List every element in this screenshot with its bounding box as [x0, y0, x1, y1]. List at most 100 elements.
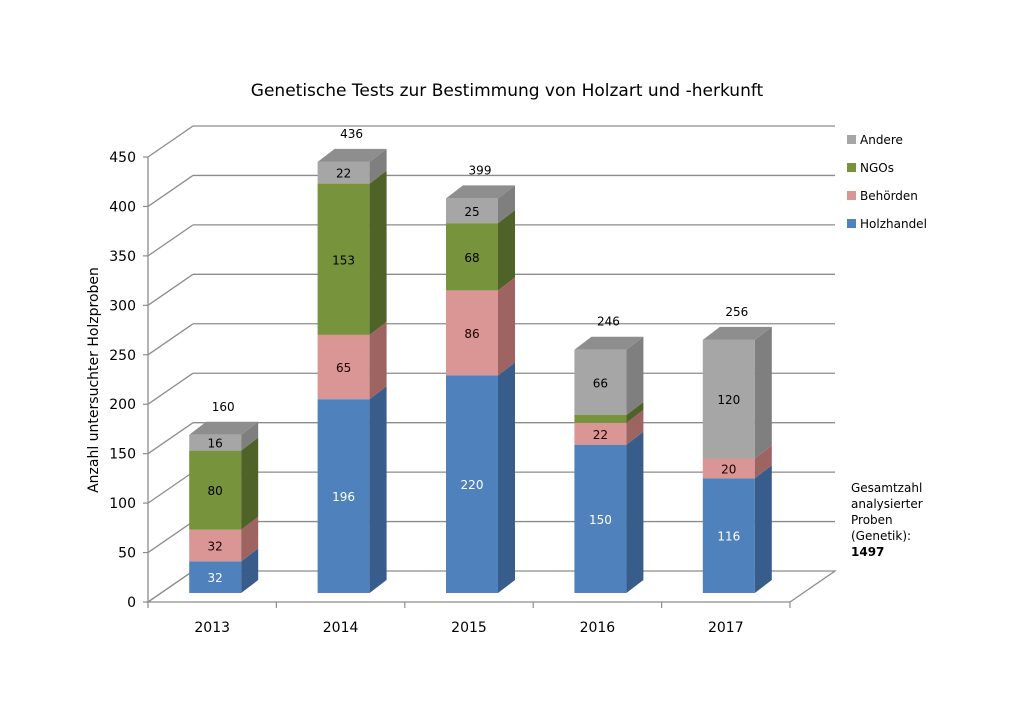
y-tick-label: 200 — [109, 397, 136, 413]
note-line: Gesamtzahl — [851, 481, 923, 495]
bar-side-holzhandel — [369, 386, 387, 593]
floor — [145, 570, 838, 603]
bar-segment-andere — [446, 198, 498, 224]
note-line: analysierter — [851, 497, 923, 511]
x-tick-label: 2015 — [451, 620, 487, 636]
data-label: 196 — [332, 490, 355, 504]
gridline-diagonal — [147, 323, 194, 356]
legend-label: Andere — [860, 133, 903, 147]
data-label: 22 — [336, 167, 351, 181]
data-labels: 32 32 80 16 160 196 65 153 22 436 220 86 68 25 399 150 2… — [208, 127, 749, 585]
bar-top — [317, 148, 387, 162]
gridline-diagonal — [147, 422, 194, 455]
bar-side-holzhandel — [754, 465, 772, 593]
bar-side-ngos — [498, 210, 515, 291]
bar-stack — [189, 421, 259, 593]
bar-side-andere — [241, 421, 259, 451]
total-samples-note: Gesamtzahl analysierter Proben (Genetik)… — [851, 480, 923, 560]
total-label: 399 — [469, 163, 492, 177]
bar-side-holzhandel — [626, 431, 644, 593]
gridline-diagonal — [147, 273, 194, 306]
total-label: 246 — [597, 315, 620, 329]
bar-segment-andere — [317, 161, 370, 184]
bar-side-holzhandel — [241, 548, 259, 593]
bar-segment-behörden — [189, 529, 242, 562]
bar-segment-behörden — [317, 334, 370, 400]
bar-side-ngos — [626, 402, 644, 423]
total-label: 256 — [725, 305, 748, 319]
bar-segment-ngos — [189, 450, 242, 530]
data-label: 65 — [336, 361, 351, 375]
data-label: 32 — [208, 571, 223, 585]
y-tick-label: 450 — [109, 150, 136, 166]
bar-segment-ngos — [446, 223, 498, 291]
bar-segment-andere — [189, 434, 242, 451]
data-label: 86 — [464, 327, 479, 341]
bar-side-behörden — [241, 516, 259, 562]
bar-side-andere — [498, 185, 515, 224]
x-tick-label: 2017 — [708, 620, 744, 636]
bar-segment-behörden — [702, 458, 755, 479]
legend-label: Holzhandel — [860, 217, 927, 231]
bar-segment-holzhandel — [574, 444, 627, 593]
bar-top — [446, 185, 515, 199]
gridline-diagonal — [147, 372, 194, 405]
bar-segment-andere — [574, 349, 627, 415]
bar-side-ngos — [241, 437, 259, 530]
y-tick-label: 0 — [127, 595, 136, 611]
bar-side-andere — [626, 336, 644, 415]
data-label: 220 — [461, 478, 484, 492]
note-line: Proben — [851, 513, 893, 527]
bar-segment-ngos — [574, 415, 627, 423]
bar-stack — [446, 185, 515, 593]
bar-side-ngos — [369, 170, 387, 335]
data-label: 25 — [464, 205, 479, 219]
total-label: 436 — [340, 127, 363, 141]
y-tick-label: 250 — [109, 348, 136, 364]
y-tick-label: 300 — [109, 298, 136, 314]
gridline-diagonal — [147, 224, 194, 257]
data-label: 153 — [332, 253, 355, 267]
bar-stack — [702, 326, 772, 593]
data-label: 16 — [208, 437, 223, 451]
bar-side-behörden — [369, 321, 387, 400]
bar-side-behörden — [498, 277, 515, 376]
legend-swatch-holzhandel — [847, 219, 856, 228]
gridline-diagonal — [147, 471, 194, 504]
bar-side-andere — [754, 326, 772, 459]
note-total: 1497 — [851, 544, 923, 560]
bar-top — [574, 336, 644, 350]
legend-swatch-behörden — [847, 191, 856, 200]
bar-segment-holzhandel — [446, 375, 498, 593]
legend-label: Behörden — [860, 189, 918, 203]
bars — [189, 148, 772, 593]
bar-side-andere — [369, 148, 387, 184]
data-label: 32 — [208, 540, 223, 554]
bar-segment-holzhandel — [702, 478, 755, 593]
data-label: 80 — [208, 484, 223, 498]
data-label: 120 — [717, 393, 740, 407]
bar-stack — [574, 336, 644, 593]
total-label: 160 — [212, 400, 235, 414]
gridline-diagonal — [147, 125, 194, 158]
bar-segment-behörden — [574, 422, 627, 445]
data-label: 150 — [589, 513, 612, 527]
gridline-diagonal — [147, 521, 194, 554]
y-tick-label: 350 — [109, 249, 136, 265]
data-label: 22 — [593, 428, 608, 442]
bar-side-behörden — [626, 409, 644, 445]
x-tick-label: 2014 — [323, 620, 359, 636]
legend-swatch-andere — [847, 135, 856, 144]
data-label: 116 — [717, 530, 740, 544]
bar-segment-behörden — [446, 290, 498, 376]
bar-top — [702, 326, 772, 340]
legend-label: NGOs — [860, 161, 894, 175]
bar-stack — [317, 148, 387, 593]
bar-segment-holzhandel — [317, 399, 370, 593]
note-line: (Genetik): — [851, 529, 912, 543]
y-axis-label: Anzahl untersuchter Holzproben — [86, 267, 102, 493]
data-label: 20 — [721, 462, 736, 476]
data-label: 66 — [593, 376, 608, 390]
x-tick-label: 2016 — [580, 620, 616, 636]
legend: Andere NGOs Behörden Holzhandel — [847, 133, 927, 231]
